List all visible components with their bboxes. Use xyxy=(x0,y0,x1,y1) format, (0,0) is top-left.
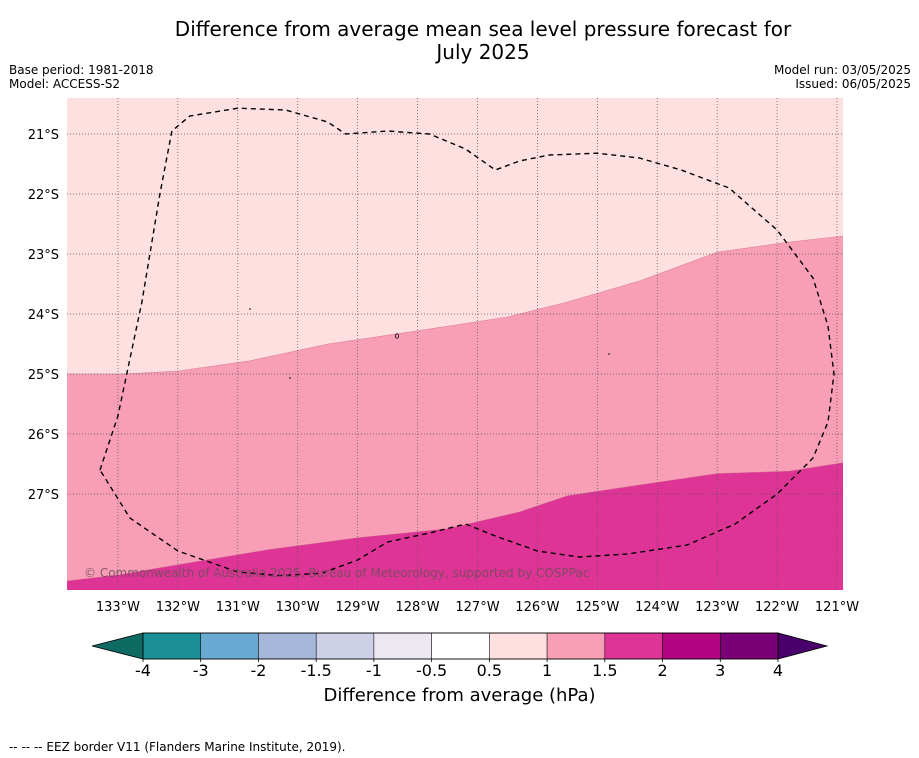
y-tick-label: 25°S xyxy=(28,368,59,383)
chart-title: Difference from average mean sea level p… xyxy=(0,18,919,64)
x-tick-label: 128°W xyxy=(395,600,439,615)
colorbar-tick-label: -0.5 xyxy=(416,661,447,680)
island-marks xyxy=(249,308,610,379)
meta-left: Base period: 1981-2018 Model: ACCESS-S2 xyxy=(9,63,154,91)
colorbar-tick-label: -3 xyxy=(193,661,209,680)
title-line-2: July 2025 xyxy=(436,40,530,64)
colorbar-tick-label: 1.5 xyxy=(592,661,617,680)
colorbar-swatch xyxy=(142,632,201,660)
y-tick-label: 21°S xyxy=(28,128,59,143)
band-boundary xyxy=(66,462,844,582)
y-tick-label: 23°S xyxy=(28,248,59,263)
colorbar-tick-label: 3 xyxy=(715,661,725,680)
x-tick-label: 124°W xyxy=(635,600,679,615)
colorbar-swatch xyxy=(662,632,721,660)
colorbar-swatch xyxy=(604,632,663,660)
y-tick-label: 24°S xyxy=(28,308,59,323)
anomaly-band xyxy=(67,462,843,590)
graticule-grid xyxy=(67,98,843,590)
colorbar-tick-label: 2 xyxy=(657,661,667,680)
model-run-text: Model run: 03/05/2025 xyxy=(773,63,911,77)
colorbar-tick-label: 0.5 xyxy=(477,661,502,680)
anomaly-bands xyxy=(66,98,844,590)
colorbar-swatch xyxy=(315,632,375,660)
y-tick-label: 27°S xyxy=(28,488,59,503)
colorbar-swatch xyxy=(200,632,259,660)
colorbar-tick-label: -1 xyxy=(366,661,382,680)
x-tick-label: 133°W xyxy=(96,600,140,615)
colorbar-tick-label: -1.5 xyxy=(301,661,332,680)
colorbar-swatch xyxy=(489,632,548,660)
colorbar-tick-label: 1 xyxy=(542,661,552,680)
colorbar-swatch xyxy=(720,632,779,660)
colorbar-swatch xyxy=(373,632,432,660)
eez-legend-text: -- -- -- EEZ border V11 (Flanders Marine… xyxy=(9,740,346,754)
colorbar-tick-label: -2 xyxy=(250,661,266,680)
x-tick-label: 126°W xyxy=(515,600,559,615)
colorbar-swatch xyxy=(546,632,606,660)
issued-text: Issued: 06/05/2025 xyxy=(795,77,911,91)
base-period-text: Base period: 1981-2018 xyxy=(9,63,154,77)
colorbar-tick-label: 4 xyxy=(773,661,783,680)
eez-border-line xyxy=(99,107,835,577)
x-tick-label: 129°W xyxy=(336,600,380,615)
colorbar-label: Difference from average (hPa) xyxy=(323,685,596,706)
colorbar: -4 -3 -2 -1.5 -1 -0.5 0.5 1 1.5 2 3 4 xyxy=(91,632,829,680)
y-tick-labels: 21°S 22°S 23°S 24°S 25°S 26°S 27°S xyxy=(28,128,59,503)
x-tick-label: 122°W xyxy=(755,600,799,615)
colorbar-frame xyxy=(142,632,779,660)
y-tick-label: 22°S xyxy=(28,188,59,203)
title-line-1: Difference from average mean sea level p… xyxy=(174,17,792,41)
colorbar-tick-label: -4 xyxy=(135,661,151,680)
meta-right: Model run: 03/05/2025 Issued: 06/05/2025 xyxy=(774,63,911,91)
colorbar-over-arrow xyxy=(777,632,829,660)
x-tick-label: 123°W xyxy=(695,600,739,615)
copyright-text: © Commonwealth of Australia 2025, Bureau… xyxy=(84,566,589,580)
x-tick-label: 131°W xyxy=(216,600,260,615)
x-tick-label: 121°W xyxy=(815,600,859,615)
model-text: Model: ACCESS-S2 xyxy=(9,77,121,91)
x-tick-label: 127°W xyxy=(455,600,499,615)
colorbar-swatch xyxy=(431,632,490,660)
x-tick-label: 125°W xyxy=(575,600,619,615)
x-tick-label: 130°W xyxy=(276,600,320,615)
x-tick-label: 132°W xyxy=(156,600,200,615)
x-tick-labels: 133°W 132°W 131°W 130°W 129°W 128°W 127°W 126°W… xyxy=(96,600,859,615)
y-tick-label: 26°S xyxy=(28,428,59,443)
colorbar-swatch xyxy=(258,632,317,660)
colorbar-under-arrow xyxy=(91,632,144,660)
band-boundary xyxy=(67,235,844,375)
